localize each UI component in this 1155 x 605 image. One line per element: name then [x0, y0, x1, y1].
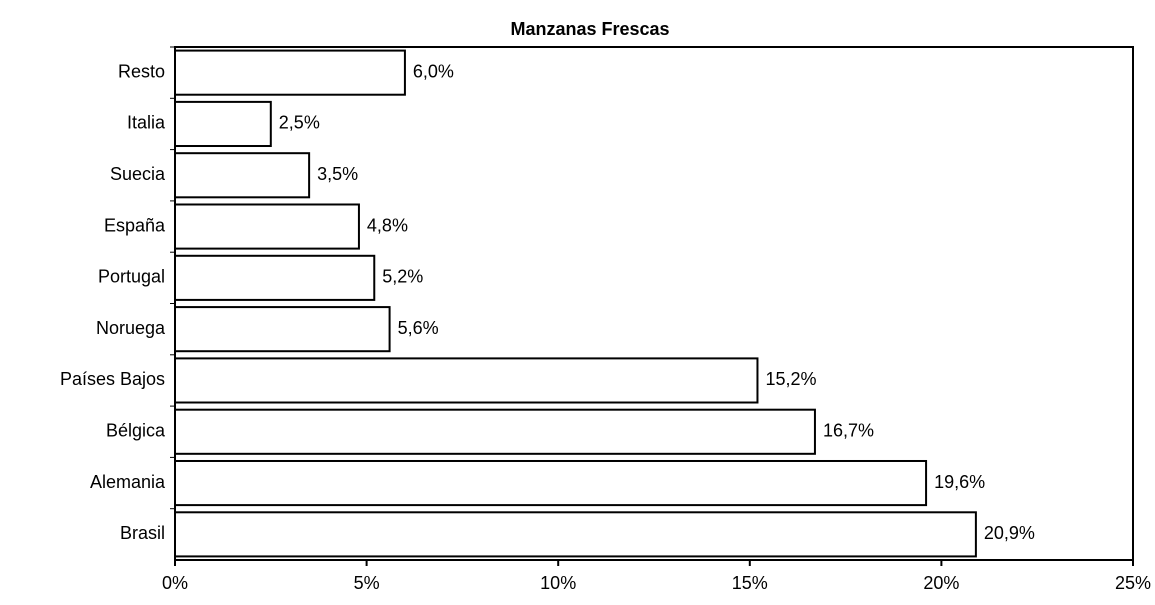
- y-tick-label: Bélgica: [106, 421, 166, 441]
- value-label: 19,6%: [934, 472, 985, 492]
- value-label: 4,8%: [367, 215, 408, 235]
- bar: [174, 511, 977, 558]
- y-tick-label: Italia: [127, 113, 166, 133]
- x-tick-label: 25%: [1115, 573, 1151, 593]
- value-label: 2,5%: [279, 113, 320, 133]
- value-label: 15,2%: [765, 369, 816, 389]
- x-tick-label: 5%: [354, 573, 380, 593]
- x-tick-label: 0%: [162, 573, 188, 593]
- bar: [174, 408, 816, 455]
- bar: [174, 152, 311, 199]
- bar: [174, 254, 376, 301]
- bar: [174, 306, 391, 353]
- bar: [174, 203, 360, 250]
- y-tick-label: Portugal: [98, 267, 165, 287]
- y-tick-label: Resto: [118, 61, 165, 81]
- bar: [174, 459, 928, 507]
- value-label: 3,5%: [317, 164, 358, 184]
- chart-title: Manzanas Frescas: [510, 19, 669, 39]
- value-label: 6,0%: [413, 61, 454, 81]
- y-tick-label: Brasil: [120, 523, 165, 543]
- value-label: 20,9%: [984, 523, 1035, 543]
- bar: [174, 100, 272, 148]
- x-tick-label: 10%: [540, 573, 576, 593]
- y-tick-label: Suecia: [110, 164, 166, 184]
- value-label: 5,2%: [382, 267, 423, 287]
- value-label: 5,6%: [398, 318, 439, 338]
- x-tick-label: 20%: [923, 573, 959, 593]
- bar: [174, 357, 759, 404]
- y-tick-label: Noruega: [96, 318, 166, 338]
- y-tick-label: Países Bajos: [60, 369, 165, 389]
- y-tick-label: Alemania: [90, 472, 166, 492]
- bar: [174, 49, 406, 96]
- value-label: 16,7%: [823, 421, 874, 441]
- y-tick-label: España: [104, 215, 166, 235]
- x-tick-label: 15%: [732, 573, 768, 593]
